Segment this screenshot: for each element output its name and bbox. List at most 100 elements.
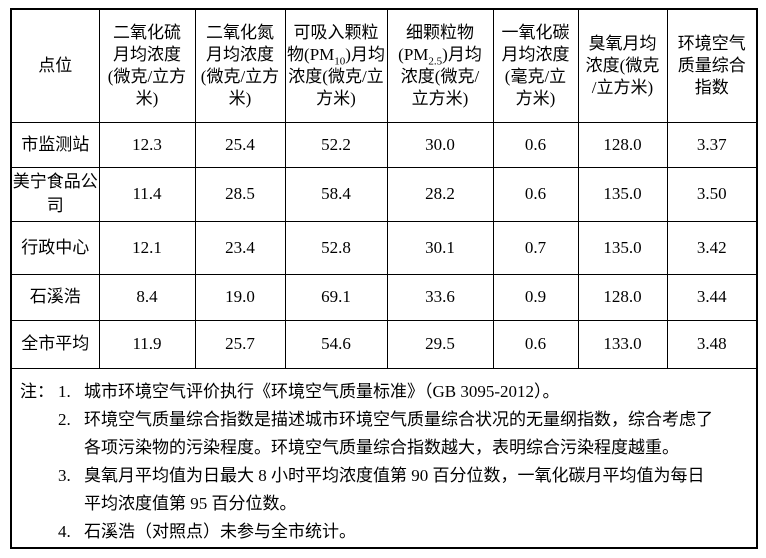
notes-label-spacer [20,406,58,462]
value-cell: 33.6 [386,273,494,321]
value-cell: 0.6 [492,319,579,369]
text-segment: 二氧化氮 [206,22,274,42]
note-number: 4. [58,521,71,541]
text-segment: )月均 [442,44,482,64]
text-segment: (微克/立方 [200,66,280,86]
value-cell: 135.0 [577,220,668,275]
text-line: 月均浓度 [494,44,577,66]
notes-label: 注： [20,381,54,401]
text-line: 各项污染物的污染程度。环境空气质量综合指数越大，表明综合污染程度越重。 [84,437,679,457]
text-line: (PM2.5)月均 [388,44,492,67]
text-segment: 物(PM [287,44,335,64]
text-segment: 月均浓度 [113,44,181,64]
value-cell: 8.4 [98,273,196,321]
value-cell: 11.4 [98,166,196,222]
value-cell: 30.0 [386,121,494,168]
site-cell: 全市平均 [10,319,100,369]
note-text: 臭氧月平均值为日最大 8 小时平均浓度值第 90 百分位数，一氧化碳月平均值为每… [84,462,752,518]
column-header-site: 点位 [10,8,100,123]
value-cell: 133.0 [577,319,668,369]
note-number: 1. [58,381,71,401]
text-line: 月均浓度 [100,44,194,66]
value-cell: 3.44 [666,273,758,321]
text-line: 浓度(微克/ [388,66,492,88]
value-cell: 29.5 [386,319,494,369]
text-segment: 浓度(微克/ [400,66,480,86]
column-header-no2: 二氧化氮 月均浓度 (微克/立方 米) [194,8,286,123]
text-line: 二氧化硫 [100,22,194,44]
text-segment: 指数 [694,77,729,97]
text-line: (微克/立方 [196,66,284,88]
value-cell: 58.4 [284,166,388,222]
notes-section: 注： 1. 城市环境空气评价执行《环境空气质量标准》（GB 3095-2012）… [10,367,758,549]
text-segment: 月均浓度 [206,44,274,64]
value-cell: 12.1 [98,220,196,275]
column-header-co: 一氧化碳 月均浓度 (毫克/立 方米) [492,8,579,123]
notes-row: 注： 1. 城市环境空气评价执行《环境空气质量标准》（GB 3095-2012）… [10,367,758,549]
value-cell: 30.1 [386,220,494,275]
table-row: 市监测站 12.3 25.4 52.2 30.0 0.6 128.0 3.37 [10,121,758,168]
note-text: 石溪浩（对照点）未参与全市统计。 [84,518,752,546]
text-segment: 方米) [316,88,356,108]
column-header-pm10: 可吸入颗粒 物(PM10)月均 浓度(微克/立 方米) [284,8,388,123]
text-segment: 点位 [38,55,73,75]
value-cell: 3.42 [666,220,758,275]
site-cell: 美宁食品公司 [10,166,100,222]
text-line: 环境空气质量综合指数是描述城市环境空气质量综合状况的无量纲指数，综合考虑了 [84,409,713,429]
table-row: 行政中心 12.1 23.4 52.8 30.1 0.7 135.0 3.42 [10,220,758,275]
air-quality-table: 点位 二氧化硫 月均浓度 (微克/立方 米) 二氧化氮 月均浓度 (微克/立方 米) 可吸入… [10,8,758,549]
note-item: 2. 环境空气质量综合指数是描述城市环境空气质量综合状况的无量纲指数，综合考虑了… [20,406,752,462]
text-line: 二氧化氮 [196,22,284,44]
text-segment: 质量综合 [677,55,746,75]
text-line: 物(PM10)月均 [286,44,386,67]
text-segment: 立方米) [411,88,469,108]
value-cell: 28.5 [194,166,286,222]
text-line: 立方米) [388,88,492,110]
text-line: /立方米) [579,77,666,99]
table-row: 全市平均 11.9 25.7 54.6 29.5 0.6 133.0 3.48 [10,319,758,369]
text-line: 指数 [668,77,756,99]
column-header-ozone: 臭氧月均 浓度(微克/立方米) [577,8,668,123]
text-line: 月均浓度 [196,44,284,66]
value-cell: 52.2 [284,121,388,168]
text-segment: 环境空气 [677,33,746,53]
site-cell: 市监测站 [10,121,100,168]
value-cell: 3.48 [666,319,758,369]
column-header-so2: 二氧化硫 月均浓度 (微克/立方 米) [98,8,196,123]
site-cell: 石溪浩 [10,273,100,321]
text-line: 环境空气 [668,33,756,55]
text-line: 城市环境空气评价执行《环境空气质量标准》（GB 3095-2012）。 [84,381,560,401]
text-segment: 浓度(微克 [585,55,660,75]
text-line: (微克/立方 [100,66,194,88]
text-segment: 米) [135,88,159,108]
note-number: 3. [58,465,71,485]
text-line: 米) [100,88,194,110]
text-segment: /立方米) [591,77,654,97]
text-segment: 臭氧月均 [588,33,657,53]
note-text: 城市环境空气评价执行《环境空气质量标准》（GB 3095-2012）。 [84,378,752,406]
text-line: 一氧化碳 [494,22,577,44]
text-segment: 一氧化碳 [501,22,570,42]
site-cell: 行政中心 [10,220,100,275]
text-line: 方米) [494,88,577,110]
value-cell: 135.0 [577,166,668,222]
table-row: 石溪浩 8.4 19.0 69.1 33.6 0.9 128.0 3.44 [10,273,758,321]
column-header-aqi: 环境空气 质量综合 指数 [666,8,758,123]
text-line: 点位 [12,55,98,77]
text-line: 方米) [286,88,386,110]
value-cell: 12.3 [98,121,196,168]
text-line: 米) [196,88,284,110]
value-cell: 128.0 [577,121,668,168]
text-segment: (PM [398,44,429,64]
note-text: 环境空气质量综合指数是描述城市环境空气质量综合状况的无量纲指数，综合考虑了 各项污… [84,406,752,462]
text-line: 石溪浩（对照点）未参与全市统计。 [84,521,356,541]
text-segment: (毫克/立 [504,66,567,86]
value-cell: 25.4 [194,121,286,168]
text-segment: 浓度(微克/立 [288,66,384,86]
text-line: (毫克/立 [494,66,577,88]
text-line: 质量综合 [668,55,756,77]
notes-label-spacer [20,518,58,546]
text-line: 臭氧月均 [579,33,666,55]
value-cell: 54.6 [284,319,388,369]
